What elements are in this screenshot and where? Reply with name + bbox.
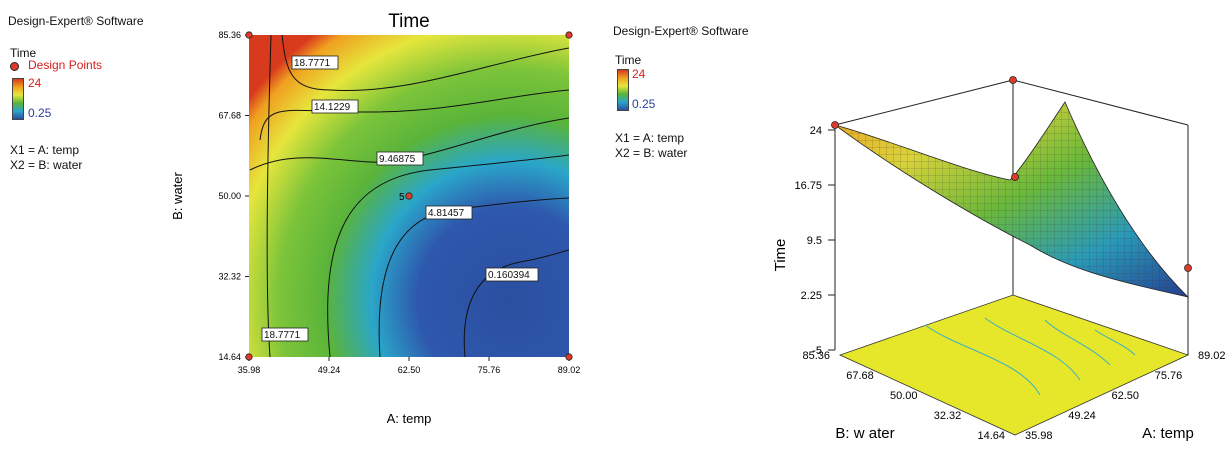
color-scale-bar bbox=[12, 78, 24, 120]
response-label: Time bbox=[10, 46, 37, 60]
surface-mesh bbox=[835, 102, 1188, 297]
x-tick-label-3d: 89.02 bbox=[1198, 350, 1225, 362]
design-point bbox=[245, 353, 253, 361]
x-tick-label: 49.24 bbox=[318, 365, 341, 375]
z-tick-label: -5 bbox=[812, 345, 822, 357]
z-tick-label: 24 bbox=[810, 125, 822, 137]
x-tick-label-3d: 35.98 bbox=[1025, 430, 1053, 442]
design-point-3d bbox=[1009, 76, 1017, 84]
design-point-label: 5 bbox=[399, 192, 405, 203]
scale-min-label-right: 0.25 bbox=[632, 97, 656, 111]
x-tick-label: 35.98 bbox=[238, 365, 261, 375]
x-axis-label: A: temp bbox=[387, 411, 432, 426]
svg-text:18.7771: 18.7771 bbox=[294, 58, 331, 69]
design-point-legend-icon bbox=[10, 62, 19, 71]
y-axis-label: B: water bbox=[170, 171, 185, 219]
design-point-3d bbox=[1011, 173, 1019, 181]
contour-label: 14.1229 bbox=[311, 99, 359, 114]
y-tick-label: 67.68 bbox=[218, 111, 241, 121]
contour-plot: Time 18.7771 14.1229 9.46875 4.81457 0.16039… bbox=[170, 11, 581, 426]
y-tick-label-3d: 32.32 bbox=[934, 410, 962, 422]
svg-text:4.81457: 4.81457 bbox=[428, 208, 465, 219]
floor-contours bbox=[924, 317, 1136, 396]
factor-x1-label-right: X1 = A: temp bbox=[615, 131, 685, 145]
y-tick-label: 32.32 bbox=[218, 272, 241, 282]
surface-floor bbox=[838, 294, 1190, 436]
y-tick-label-3d: 50.00 bbox=[890, 390, 918, 402]
x-tick-label-3d: 49.24 bbox=[1068, 410, 1096, 422]
software-label: Design-Expert® Software bbox=[8, 14, 144, 28]
x-axis-label-3d: A: temp bbox=[1142, 425, 1194, 442]
svg-text:14.1229: 14.1229 bbox=[314, 102, 351, 113]
z-tick-label: 9.5 bbox=[807, 235, 822, 247]
x-tick-label: 75.76 bbox=[478, 365, 501, 375]
design-point bbox=[245, 31, 253, 39]
factor-x1-label: X1 = A: temp bbox=[10, 143, 80, 157]
contour-label: 18.7771 bbox=[261, 327, 309, 342]
z-tick-label: 16.75 bbox=[794, 180, 822, 192]
design-point bbox=[405, 192, 413, 200]
z-axis-label: Time bbox=[772, 239, 789, 272]
scale-max-label: 24 bbox=[28, 76, 42, 90]
design-point-3d bbox=[1184, 264, 1192, 272]
response-label-right: Time bbox=[615, 53, 642, 67]
y-tick-label-3d: 14.64 bbox=[977, 430, 1005, 442]
y-axis-label-3d: B: w ater bbox=[835, 425, 894, 442]
y-tick-label: 14.64 bbox=[218, 352, 241, 362]
design-point bbox=[565, 31, 573, 39]
color-scale-bar-right bbox=[617, 69, 629, 111]
x-tick-label: 62.50 bbox=[398, 365, 421, 375]
surface-plot: -5 2.25 9.5 16.75 24 14.64 32.32 50.00 67.68 85.3… bbox=[772, 76, 1225, 442]
y-tick-label-3d: 85.36 bbox=[802, 350, 830, 362]
factor-x2-label-right: X2 = B: water bbox=[615, 146, 688, 160]
contour-label: 9.46875 bbox=[376, 151, 424, 166]
scale-min-label: 0.25 bbox=[28, 106, 52, 120]
factor-x2-label: X2 = B: water bbox=[10, 158, 83, 172]
svg-text:0.160394: 0.160394 bbox=[488, 270, 530, 281]
svg-text:18.7771: 18.7771 bbox=[264, 330, 301, 341]
contour-label: 0.160394 bbox=[485, 267, 539, 282]
software-label-right: Design-Expert® Software bbox=[613, 24, 749, 38]
y-tick-label-3d: 67.68 bbox=[846, 370, 874, 382]
x-tick-label: 89.02 bbox=[558, 365, 581, 375]
design-point bbox=[565, 353, 573, 361]
x-tick-label-3d: 62.50 bbox=[1112, 390, 1140, 402]
z-tick-label: 2.25 bbox=[801, 290, 822, 302]
axis-box bbox=[834, 79, 1189, 355]
contour-label: 4.81457 bbox=[425, 205, 473, 220]
y-tick-label: 50.00 bbox=[218, 191, 241, 201]
design-points-label: Design Points bbox=[28, 58, 103, 72]
design-point-3d bbox=[831, 121, 839, 129]
x-tick-label-3d: 75.76 bbox=[1155, 370, 1183, 382]
scale-max-label-right: 24 bbox=[632, 67, 646, 81]
contour-title: Time bbox=[388, 11, 430, 32]
y-tick-label: 85.36 bbox=[218, 30, 241, 40]
svg-text:9.46875: 9.46875 bbox=[379, 154, 416, 165]
contour-label: 18.7771 bbox=[291, 55, 339, 70]
